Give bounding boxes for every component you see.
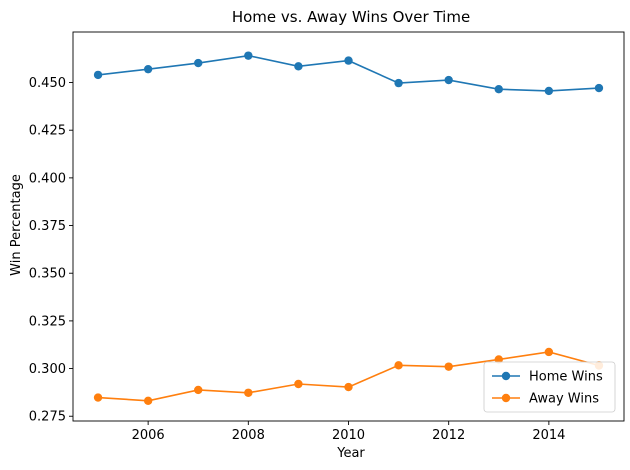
data-point-away-2006 (143, 396, 153, 405)
data-point-away-2011 (394, 361, 403, 370)
x-tick-label: 2010 (332, 428, 365, 443)
data-point-home-2006 (143, 64, 153, 74)
data-point-away-2005 (93, 393, 103, 402)
data-point-home-2008 (244, 51, 253, 60)
data-point-home-2007 (194, 58, 203, 68)
data-point-home-2011 (394, 78, 403, 88)
y-tick-label: 0.275 (29, 410, 66, 425)
data-point-away-2009 (294, 379, 303, 389)
y-axis-label: Win Percentage (9, 174, 24, 276)
legend-label-home-wins: Home Wins (529, 370, 603, 385)
data-point-home-2015 (594, 83, 604, 93)
data-point-away-2013 (494, 355, 503, 364)
legend-marker-away-wins (501, 393, 511, 403)
y-tick-label: 0.325 (29, 314, 66, 329)
data-point-home-2013 (494, 85, 503, 94)
y-tick-label: 0.450 (29, 76, 66, 91)
data-point-away-2014 (544, 347, 554, 357)
x-axis-label: Year (336, 446, 365, 461)
y-tick-label: 0.425 (29, 124, 66, 139)
legend: Home Wins Away Wins (483, 361, 616, 413)
y-tick-label: 0.300 (29, 362, 66, 377)
plot-area: 2006 2008 2010 2012 2014 0.275 0.300 0.325 0.350… (29, 31, 625, 443)
data-point-home-2005 (93, 70, 103, 80)
legend-marker-home-wins (501, 371, 511, 381)
x-tick-label: 2014 (532, 428, 565, 443)
x-tick-label: 2006 (132, 428, 165, 443)
data-point-away-2010 (344, 382, 353, 392)
y-tick-label: 0.350 (29, 267, 66, 282)
data-point-away-2008 (244, 388, 253, 397)
data-point-away-2012 (444, 362, 453, 371)
y-tick-label: 0.400 (29, 171, 66, 186)
y-tick-label: 0.375 (29, 219, 66, 234)
x-tick-label: 2008 (232, 428, 265, 443)
data-point-home-2014 (544, 86, 554, 96)
legend-label-away-wins: Away Wins (529, 392, 599, 407)
chart-title: Home vs. Away Wins Over Time (232, 8, 470, 26)
x-tick-label: 2012 (432, 428, 465, 443)
data-point-home-2012 (444, 75, 453, 85)
data-point-home-2010 (344, 56, 353, 65)
legend-box (483, 361, 616, 413)
data-point-home-2009 (294, 62, 303, 71)
data-point-away-2007 (194, 385, 203, 395)
